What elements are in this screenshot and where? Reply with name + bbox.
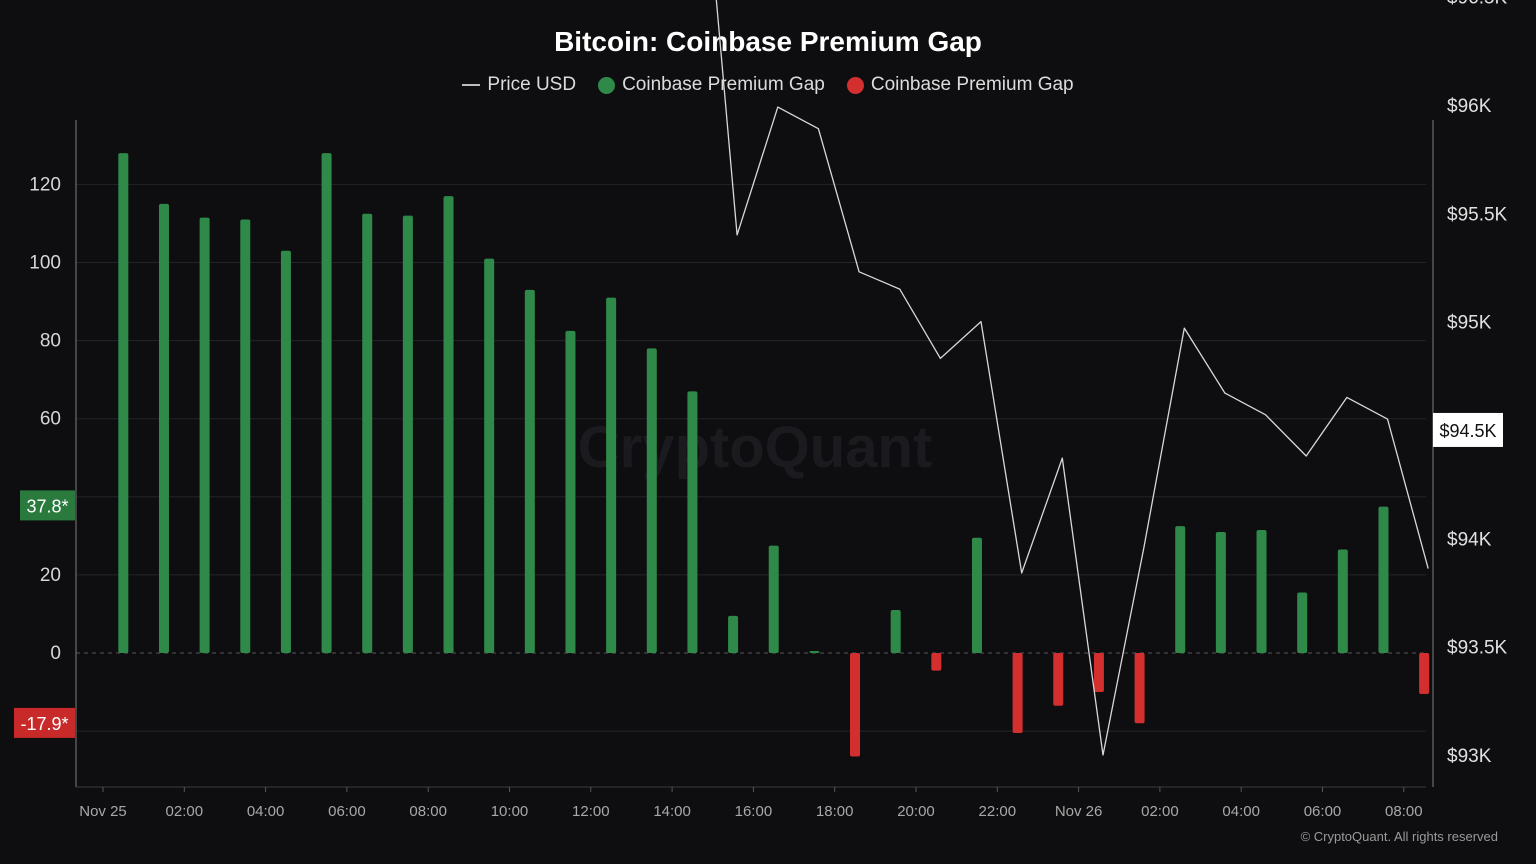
- right-tick-label: $94K: [1447, 529, 1492, 550]
- price-point[interactable]: [1142, 547, 1146, 551]
- legend-green-dot-icon: [598, 76, 616, 94]
- bar-positive[interactable]: [362, 213, 373, 653]
- x-tick-label: 04:00: [247, 803, 285, 820]
- price-point[interactable]: [1304, 454, 1308, 458]
- current-positive-badge: [20, 490, 75, 521]
- bar-positive[interactable]: [971, 537, 982, 653]
- bar-positive[interactable]: [565, 330, 576, 653]
- bar-negative[interactable]: [1093, 653, 1104, 693]
- current-positive-label: 37.8*: [26, 496, 68, 516]
- legend-item-negative[interactable]: Coinbase Premium Gap: [846, 74, 1074, 96]
- bar-positive[interactable]: [809, 651, 820, 653]
- price-point[interactable]: [1345, 395, 1349, 399]
- current-negative-label: -17.9*: [20, 714, 68, 734]
- bar-positive[interactable]: [118, 153, 129, 653]
- bar-positive[interactable]: [484, 258, 495, 653]
- x-tick-label: 08:00: [1385, 803, 1423, 820]
- price-point[interactable]: [898, 287, 902, 291]
- x-tick-label: 10:00: [491, 803, 529, 820]
- x-tick-label: Nov 26: [1055, 803, 1103, 820]
- price-point[interactable]: [1101, 753, 1105, 757]
- bar-negative[interactable]: [1419, 653, 1430, 695]
- bar-positive[interactable]: [1215, 531, 1226, 653]
- left-tick-label: 0: [50, 643, 61, 664]
- bar-positive[interactable]: [158, 203, 169, 654]
- legend-red-dot-icon: [846, 76, 864, 94]
- price-point[interactable]: [816, 127, 820, 131]
- x-tick-label: 04:00: [1222, 803, 1260, 820]
- bar-positive[interactable]: [1175, 526, 1186, 653]
- x-tick-label: 18:00: [816, 803, 854, 820]
- bar-positive[interactable]: [402, 215, 413, 653]
- copyright-footer: © CryptoQuant. All rights reserved: [1300, 829, 1498, 844]
- price-point[interactable]: [938, 356, 942, 360]
- price-point[interactable]: [1182, 326, 1186, 330]
- price-point[interactable]: [857, 270, 861, 274]
- watermark: CryptoQuant: [578, 415, 932, 480]
- bar-positive[interactable]: [606, 297, 617, 653]
- bar-negative[interactable]: [1012, 653, 1023, 734]
- right-tick-label: $95K: [1447, 313, 1492, 334]
- x-tick-label: 06:00: [328, 803, 366, 820]
- right-tick-label: $93.5K: [1447, 638, 1508, 659]
- bar-positive[interactable]: [1256, 529, 1267, 653]
- left-tick-label: 80: [40, 331, 61, 352]
- right-tick-label: $93K: [1447, 746, 1492, 767]
- bar-positive[interactable]: [280, 250, 291, 653]
- legend-label-price: Price USD: [487, 74, 577, 95]
- bar-positive[interactable]: [1378, 506, 1389, 653]
- x-tick-label: Nov 25: [79, 803, 127, 820]
- price-point[interactable]: [1426, 567, 1430, 571]
- x-tick-label: 22:00: [979, 803, 1017, 820]
- x-tick-label: 20:00: [897, 803, 935, 820]
- price-point[interactable]: [1264, 413, 1268, 417]
- left-tick-label: 100: [29, 253, 61, 274]
- bar-negative[interactable]: [1134, 653, 1145, 724]
- right-tick-label: $96K: [1447, 96, 1492, 117]
- bar-positive[interactable]: [768, 545, 779, 653]
- bar-positive[interactable]: [443, 196, 454, 654]
- x-tick-label: 02:00: [1141, 803, 1179, 820]
- price-point[interactable]: [1020, 571, 1024, 575]
- legend-label-negative: Coinbase Premium Gap: [870, 74, 1074, 95]
- current-price-label: $94.5K: [1439, 421, 1496, 441]
- bar-positive[interactable]: [646, 348, 657, 653]
- price-point[interactable]: [1223, 391, 1227, 395]
- current-negative-badge: [14, 707, 75, 738]
- bar-positive[interactable]: [890, 610, 901, 653]
- left-tick-label: 20: [40, 565, 61, 586]
- price-point[interactable]: [979, 320, 983, 324]
- current-price-badge: [1433, 412, 1503, 447]
- left-tick-label: 60: [40, 409, 61, 430]
- bar-positive[interactable]: [524, 289, 535, 653]
- right-tick-label: $96.5K: [1447, 0, 1508, 9]
- x-tick-label: 12:00: [572, 803, 610, 820]
- x-tick-label: 08:00: [409, 803, 447, 820]
- price-point[interactable]: [735, 233, 739, 237]
- x-tick-label: 06:00: [1304, 803, 1342, 820]
- right-tick-label: $95.5K: [1447, 204, 1508, 225]
- legend-line-icon: [462, 84, 481, 86]
- bar-positive[interactable]: [321, 153, 332, 653]
- bar-negative[interactable]: [1053, 653, 1064, 706]
- bar-positive[interactable]: [1297, 592, 1308, 653]
- bar-positive[interactable]: [1337, 549, 1348, 653]
- price-point[interactable]: [1060, 456, 1064, 460]
- bar-negative[interactable]: [850, 653, 861, 757]
- bar-positive[interactable]: [240, 219, 251, 654]
- chart-title: Bitcoin: Coinbase Premium Gap: [554, 26, 982, 57]
- price-line[interactable]: [111, 0, 1429, 756]
- bar-positive[interactable]: [199, 217, 210, 653]
- left-tick-label: 120: [29, 174, 61, 195]
- x-tick-label: 14:00: [653, 803, 691, 820]
- price-point[interactable]: [1386, 417, 1390, 421]
- bar-negative[interactable]: [931, 653, 942, 671]
- price-point[interactable]: [776, 105, 780, 109]
- x-tick-label: 02:00: [166, 803, 204, 820]
- bar-positive[interactable]: [687, 391, 698, 653]
- bar-positive[interactable]: [728, 615, 739, 653]
- legend-item-price[interactable]: Price USD: [462, 74, 576, 96]
- x-tick-label: 16:00: [735, 803, 773, 820]
